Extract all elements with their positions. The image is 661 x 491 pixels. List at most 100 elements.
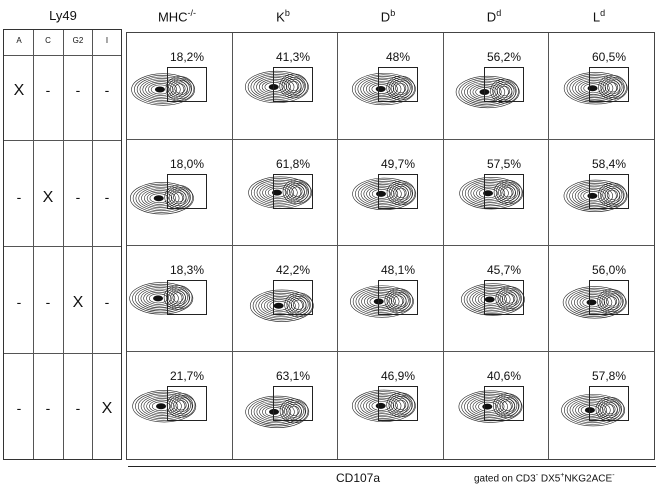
contour-ring xyxy=(571,291,616,314)
contour-ring xyxy=(258,78,291,96)
contour-ring xyxy=(498,85,510,97)
contour-ring xyxy=(143,290,176,307)
contour-ring xyxy=(577,80,610,97)
contour-plot xyxy=(249,289,314,322)
contour-ring xyxy=(386,75,415,101)
contour-ring xyxy=(264,82,284,92)
contour-ring xyxy=(265,186,291,200)
contour-ring xyxy=(139,78,185,101)
ly49-cell: - xyxy=(16,189,22,205)
contour-ring xyxy=(363,79,402,99)
contour-ring xyxy=(149,193,169,204)
ly49-col-i: I xyxy=(105,36,109,45)
contour-plot xyxy=(129,282,194,315)
contour-ring xyxy=(469,396,508,417)
gate-percentage: 18,2% xyxy=(169,50,205,64)
contour-ring xyxy=(490,78,519,104)
contour-plot xyxy=(248,176,313,209)
contour-ring xyxy=(267,187,287,198)
contour-ring xyxy=(291,186,303,197)
contour-ring xyxy=(580,81,607,95)
contour-ring xyxy=(244,70,309,104)
gate-box xyxy=(273,67,313,102)
contour-ring xyxy=(163,285,193,310)
contour-ring xyxy=(173,398,189,413)
contour-ring xyxy=(578,403,604,417)
contour-ring xyxy=(475,400,501,414)
ly49-cell: - xyxy=(45,82,51,98)
contour-plot xyxy=(455,75,520,109)
contour-ring xyxy=(284,181,310,203)
contour-ring xyxy=(583,190,603,201)
contour-ring xyxy=(143,396,182,416)
contour-ring xyxy=(290,297,307,312)
column-header-text: D xyxy=(486,9,497,25)
gating-text: gated on CD3 xyxy=(474,473,536,485)
contour-ring xyxy=(168,394,194,416)
contour-ring xyxy=(165,286,191,308)
contour-plot xyxy=(245,395,310,428)
contour-panel: 57,5% xyxy=(444,140,549,246)
contour-ring xyxy=(369,187,395,201)
column-header-sup: d xyxy=(496,8,502,18)
contour-ring xyxy=(168,288,188,307)
table-divider xyxy=(33,30,34,459)
contour-ring xyxy=(499,289,520,308)
gate-percentage: 56,2% xyxy=(486,50,522,64)
contour-ring xyxy=(495,181,521,203)
contour-ring xyxy=(458,390,523,423)
contour-ring xyxy=(599,290,624,312)
contour-ring xyxy=(361,291,400,312)
contour-ring xyxy=(598,74,627,100)
contour-ring xyxy=(384,288,414,313)
contour-ring xyxy=(595,396,625,422)
contour-ring xyxy=(141,188,180,208)
contour-ring xyxy=(168,188,189,206)
ly49-cell: - xyxy=(16,400,22,416)
contour-ring xyxy=(469,83,502,101)
contour-ring xyxy=(386,290,411,312)
contour-ring xyxy=(130,182,194,215)
gate-box xyxy=(167,174,207,209)
contour-ring xyxy=(477,293,504,307)
gate-box xyxy=(167,67,207,102)
contour-ring xyxy=(388,77,413,99)
gating-text: DX5 xyxy=(538,473,561,485)
contour-ring xyxy=(600,184,625,206)
contour-ring xyxy=(170,290,186,305)
contour-ring xyxy=(288,405,300,416)
column-header-ld: Ld xyxy=(546,8,652,24)
contour-ring xyxy=(606,189,618,200)
gate-box xyxy=(589,280,629,315)
gate-box xyxy=(589,174,629,209)
contour-ring xyxy=(150,84,170,95)
gate-box xyxy=(484,67,524,102)
contour-core xyxy=(484,296,495,303)
ly49-cell: - xyxy=(16,294,22,310)
contour-plot xyxy=(461,283,525,316)
axis-line xyxy=(128,466,656,467)
contour-ring xyxy=(366,185,399,202)
contour-ring xyxy=(562,286,627,319)
column-header-mhc: MHC-/- xyxy=(124,8,230,24)
contour-panel: 61,8% xyxy=(233,140,338,246)
contour-ring xyxy=(368,399,395,413)
contour-ring xyxy=(371,84,391,94)
contour-ring xyxy=(583,83,603,94)
contour-ring xyxy=(602,186,623,204)
column-header-kb: Kb xyxy=(230,8,336,24)
contour-plot xyxy=(561,394,626,427)
contour-ring xyxy=(598,182,627,208)
gate-percentage: 49,7% xyxy=(380,157,416,171)
contour-ring xyxy=(175,400,187,411)
contour-ring xyxy=(470,183,509,203)
contour-ring xyxy=(293,299,305,310)
contour-ring xyxy=(140,288,179,309)
ly49-cell: X xyxy=(101,400,113,417)
contour-ring xyxy=(493,179,523,205)
contour-ring xyxy=(363,396,402,416)
gate-box xyxy=(484,386,524,421)
contour-panel: 41,3% xyxy=(233,33,338,140)
column-header-text: MHC xyxy=(157,9,188,25)
gate-box xyxy=(589,386,629,421)
